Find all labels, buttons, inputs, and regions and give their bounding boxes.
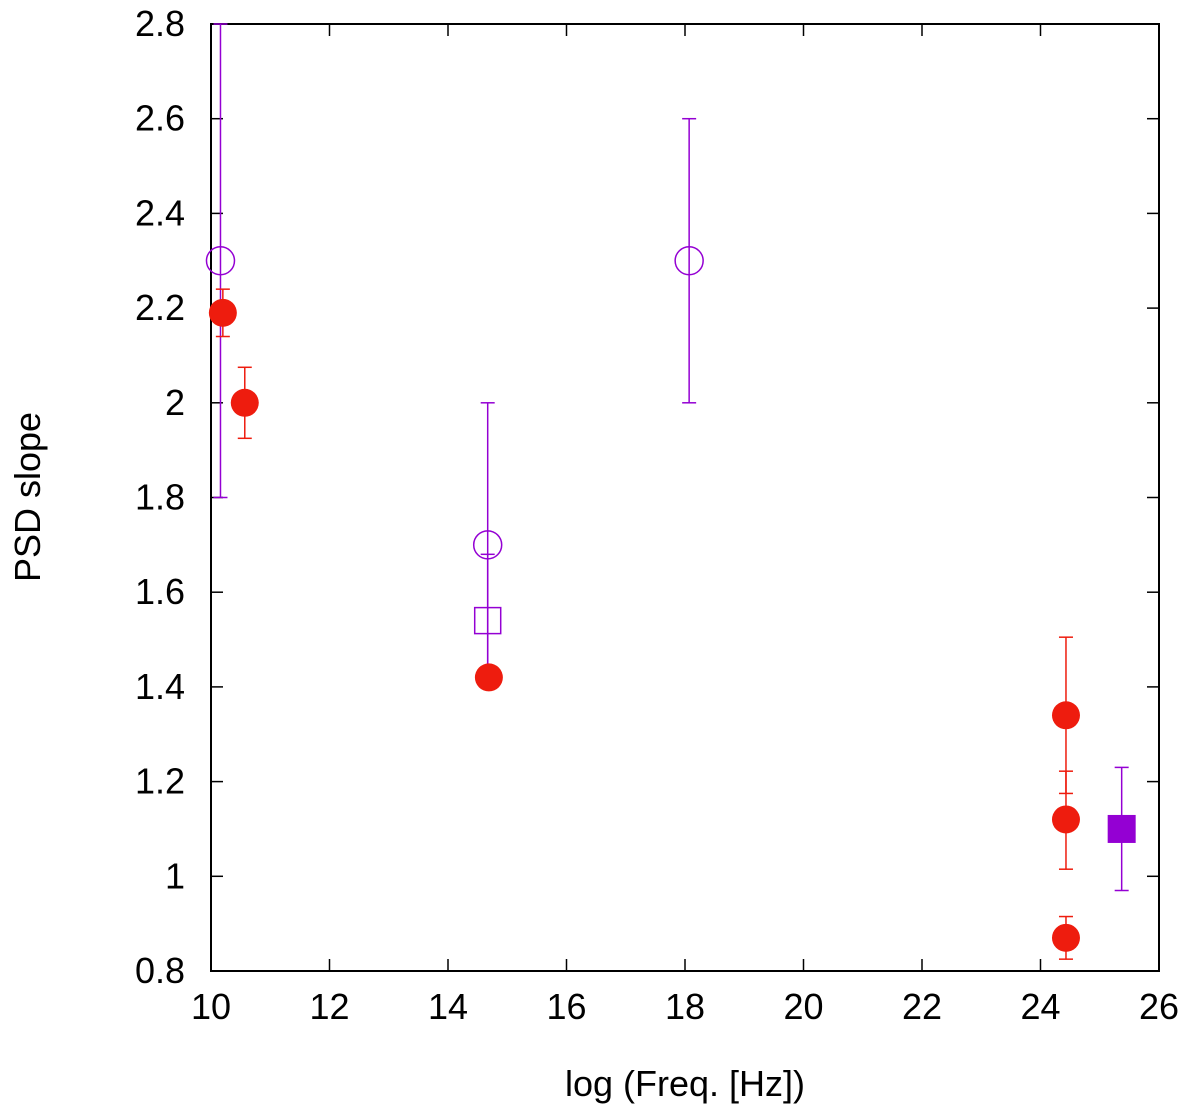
y-axis-label: PSD slope	[7, 412, 48, 582]
data-points	[205, 23, 1136, 960]
y-tick-label: 1	[165, 855, 185, 896]
y-tick-label: 0.8	[135, 950, 185, 991]
data-point-open-circle	[205, 246, 236, 276]
x-tick-label: 26	[1139, 986, 1179, 1027]
series-filled-square	[1107, 766, 1136, 892]
data-point-filled-circle	[474, 663, 503, 692]
x-tick-label: 12	[309, 986, 349, 1027]
x-tick-label: 20	[783, 986, 823, 1027]
data-point-filled-circle	[1051, 701, 1080, 730]
x-axis-label: log (Freq. [Hz])	[565, 1063, 805, 1104]
y-tick-label: 2.6	[135, 98, 185, 139]
data-point-filled-circle	[1051, 805, 1080, 834]
x-tick-label: 16	[546, 986, 586, 1027]
y-tick-label: 1.6	[135, 571, 185, 612]
y-tick-label: 2.2	[135, 287, 185, 328]
data-point-filled-circle	[1051, 923, 1080, 952]
x-tick-label: 18	[665, 986, 705, 1027]
y-tick-label: 2	[165, 382, 185, 423]
data-point-filled-square	[1107, 814, 1136, 843]
data-point-filled-circle	[208, 298, 237, 327]
series-filled-circle	[208, 288, 1080, 960]
x-tick-label: 22	[902, 986, 942, 1027]
data-point-filled-circle	[230, 388, 259, 417]
y-tick-label: 1.4	[135, 666, 185, 707]
axis-tick-labels: 10 12 14 16 18 20 22 24 26 0.8 1 1.2 1.4 1.6 1.8 2 2.2 2.…	[135, 3, 1179, 1027]
data-point-open-square	[473, 606, 502, 635]
series-open-circle	[205, 23, 704, 688]
x-tick-label: 14	[428, 986, 468, 1027]
y-tick-label: 2.8	[135, 3, 185, 44]
x-tick-label: 24	[1020, 986, 1060, 1027]
data-point-open-circle	[674, 246, 704, 276]
plot-area-frame	[210, 23, 1160, 972]
y-tick-label: 1.2	[135, 761, 185, 802]
y-tick-label: 2.4	[135, 192, 185, 233]
x-tick-label: 10	[191, 986, 231, 1027]
y-tick-label: 1.8	[135, 477, 185, 518]
axis-ticks	[210, 23, 1160, 972]
